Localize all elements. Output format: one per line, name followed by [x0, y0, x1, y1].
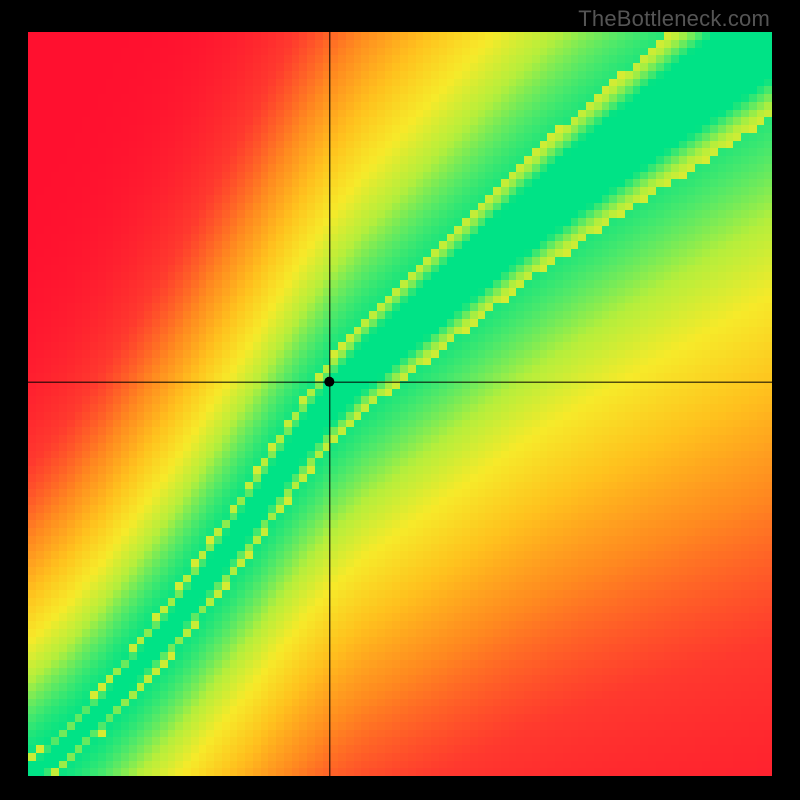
bottleneck-heatmap [0, 0, 800, 800]
source-watermark: TheBottleneck.com [578, 6, 770, 32]
chart-frame: TheBottleneck.com [0, 0, 800, 800]
